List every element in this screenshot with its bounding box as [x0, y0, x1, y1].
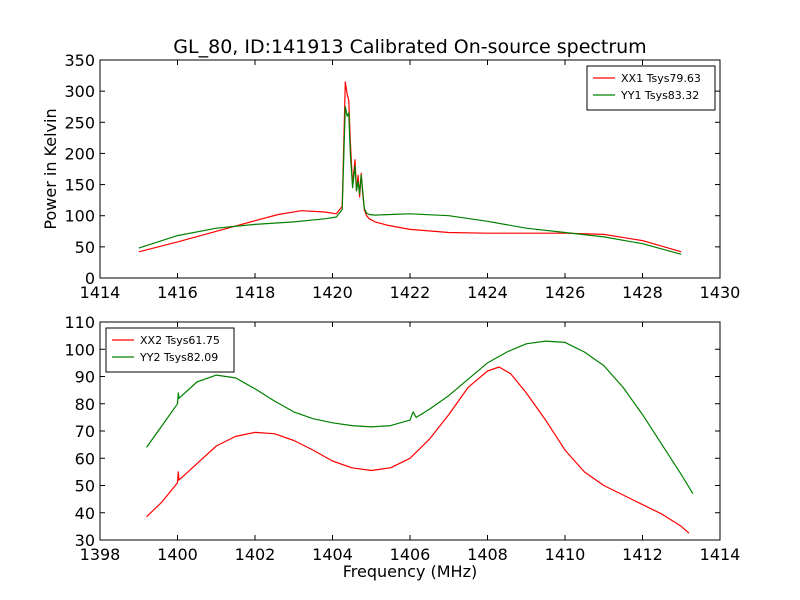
y-tick-label: 300: [64, 82, 95, 101]
x-tick-label: 1408: [467, 545, 508, 564]
legend-label: YY2 Tsys82.09: [139, 351, 218, 364]
x-axis-label: Frequency (MHz): [343, 562, 477, 581]
y-tick-label: 110: [64, 313, 95, 332]
x-tick-label: 1402: [235, 545, 276, 564]
top-legend: XX1 Tsys79.63 YY1 Tsys83.32: [586, 65, 716, 111]
legend-label: YY1 Tsys83.32: [620, 89, 699, 102]
legend-label: XX1 Tsys79.63: [621, 72, 701, 85]
y-tick-label: 0: [85, 269, 95, 288]
x-tick-label: 1410: [545, 545, 586, 564]
x-tick-label: 1426: [545, 283, 586, 302]
x-tick-label: 1420: [312, 283, 353, 302]
x-tick-label: 1418: [235, 283, 276, 302]
chart-title: GL_80, ID:141913 Calibrated On-source sp…: [173, 36, 646, 58]
top-plot: GL_80, ID:141913 Calibrated On-source sp…: [41, 36, 740, 302]
y-tick-label: 100: [64, 207, 95, 226]
legend-box: [105, 327, 235, 373]
x-tick-label: 1428: [622, 283, 663, 302]
x-tick-label: 1398: [80, 545, 121, 564]
series-line-yy1: [138, 106, 682, 255]
top-y-axis-label: Power in Kelvin: [41, 108, 60, 229]
y-tick-label: 80: [75, 395, 95, 414]
bottom-legend: XX2 Tsys61.75 YY2 Tsys82.09: [105, 327, 235, 373]
y-tick-label: 100: [64, 340, 95, 359]
y-tick-label: 150: [64, 176, 95, 195]
x-tick-label: 1416: [157, 283, 198, 302]
y-tick-label: 250: [64, 113, 95, 132]
y-tick-label: 350: [64, 51, 95, 70]
bottom-plot: 1398 1400 1402 1404 1406 1408 1410 1412 1414 30 40…: [64, 313, 740, 581]
x-tick-label: 1422: [390, 283, 431, 302]
series-line-xx1: [138, 81, 682, 253]
y-tick-label: 60: [75, 449, 95, 468]
x-tick-label: 1412: [622, 545, 663, 564]
y-tick-label: 70: [75, 422, 95, 441]
y-tick-label: 50: [75, 238, 95, 257]
legend-label: XX2 Tsys61.75: [140, 334, 220, 347]
x-tick-label: 1400: [157, 545, 198, 564]
y-tick-label: 30: [75, 531, 95, 550]
y-tick-label: 50: [75, 477, 95, 496]
x-tick-label: 1430: [700, 283, 741, 302]
x-tick-label: 1404: [312, 545, 353, 564]
x-tick-label: 1424: [467, 283, 508, 302]
x-tick-label: 1414: [80, 283, 121, 302]
y-tick-label: 200: [64, 144, 95, 163]
y-tick-label: 90: [75, 368, 95, 387]
x-tick-label: 1406: [390, 545, 431, 564]
x-tick-label: 1414: [700, 545, 741, 564]
series-line-xx2: [146, 366, 690, 534]
legend-box: [586, 65, 716, 111]
series-line-yy2: [146, 340, 694, 495]
y-tick-label: 40: [75, 504, 95, 523]
